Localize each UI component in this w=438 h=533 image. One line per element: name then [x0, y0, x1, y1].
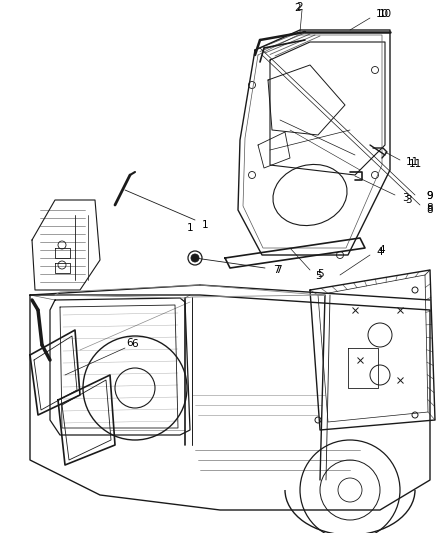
Text: 1: 1	[187, 223, 193, 233]
Text: 2: 2	[295, 3, 301, 13]
Text: 9: 9	[427, 191, 433, 201]
Text: 7: 7	[275, 265, 281, 275]
Text: 3: 3	[405, 195, 411, 205]
Text: 2: 2	[297, 2, 303, 12]
Text: 10: 10	[375, 9, 389, 19]
Text: 7: 7	[273, 265, 279, 275]
Text: 4: 4	[377, 247, 383, 257]
Text: 9: 9	[427, 191, 433, 201]
Text: 11: 11	[408, 159, 422, 169]
Text: 5: 5	[317, 269, 323, 279]
Text: 6: 6	[132, 339, 138, 349]
Circle shape	[191, 254, 199, 262]
Text: 4: 4	[379, 245, 385, 255]
Text: 6: 6	[127, 338, 133, 348]
Text: 8: 8	[427, 205, 433, 215]
Text: 5: 5	[314, 271, 321, 281]
Text: 8: 8	[427, 203, 433, 213]
Text: 3: 3	[402, 193, 408, 203]
Text: 10: 10	[378, 9, 392, 19]
Text: 1: 1	[201, 220, 208, 230]
Text: 11: 11	[406, 157, 419, 167]
